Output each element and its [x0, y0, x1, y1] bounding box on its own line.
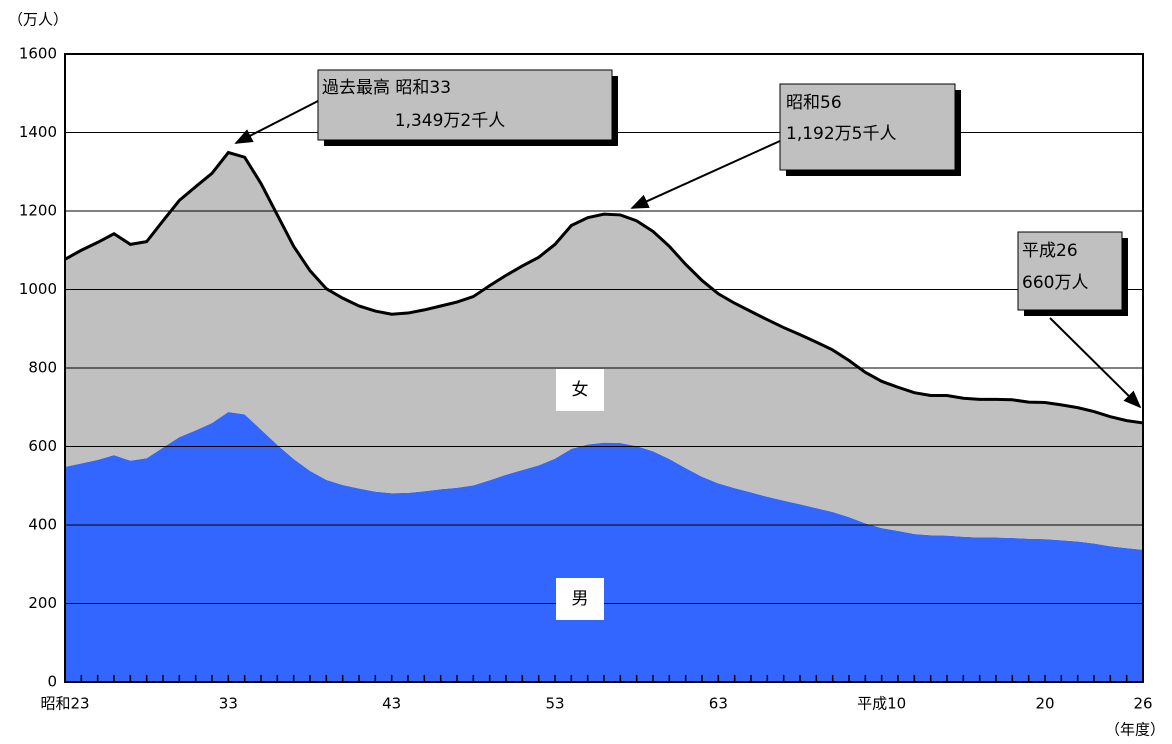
y-tick-label: 800: [28, 359, 57, 377]
x-tick-label: 63: [709, 695, 728, 713]
y-tick-label: 400: [28, 516, 57, 534]
series-label-box: [556, 369, 604, 411]
x-tick-label: 昭和23: [40, 695, 89, 713]
annotation-text: 1,192万5千人: [786, 124, 896, 144]
area: [65, 411, 1143, 682]
total-line: [64, 150, 1144, 425]
area: [65, 152, 1143, 550]
y-tick-label: 1200: [19, 202, 57, 220]
x-tick-label: 33: [219, 695, 238, 713]
x-tick-label: 26: [1133, 695, 1152, 713]
y-tick-label: 600: [28, 437, 57, 455]
annotation-text: 平成26: [1022, 241, 1078, 261]
annotation-text: 過去最高 昭和33: [322, 78, 451, 98]
series-label: 女: [572, 380, 589, 400]
y-tick-label: 1600: [19, 45, 57, 63]
annotation-box: [1017, 231, 1123, 311]
series-label: 男: [572, 589, 589, 609]
x-tick-label: 平成10: [857, 695, 906, 713]
annotation-box: [317, 69, 613, 141]
x-axis-unit: （年度）: [1105, 721, 1165, 739]
x-tick-label: 53: [545, 695, 564, 713]
annotation-arrow: [1049, 317, 1142, 409]
y-tick-label: 1000: [19, 280, 57, 298]
annotation-box: [779, 83, 956, 171]
annotation-text: 1,349万2千人: [395, 111, 505, 131]
annotation-arrow: [234, 100, 319, 144]
y-tick-label: 200: [28, 594, 57, 612]
annotation-arrow: [630, 140, 781, 209]
annotation-text: 660万人: [1022, 273, 1088, 293]
y-tick-label: 0: [47, 673, 57, 691]
series-label-box: [556, 578, 604, 620]
y-tick-label: 1400: [19, 123, 57, 141]
annotation-text: 昭和56: [786, 93, 842, 113]
x-tick-label: 43: [382, 695, 401, 713]
x-tick-label: 20: [1035, 695, 1054, 713]
y-axis-unit: （万人）: [8, 11, 68, 29]
